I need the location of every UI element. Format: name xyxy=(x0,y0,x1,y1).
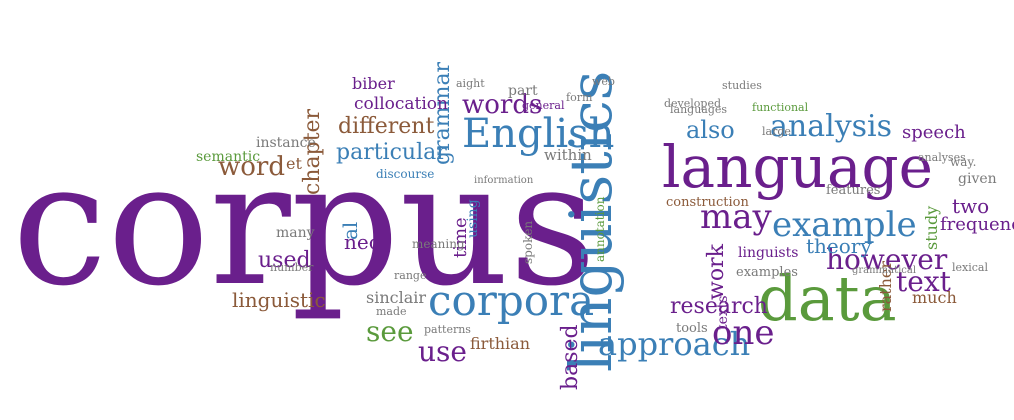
word-part: part xyxy=(508,83,538,99)
word-developed: developed xyxy=(664,97,722,110)
word-texts: texts xyxy=(715,295,731,330)
word-one: one xyxy=(712,313,775,353)
word-biber: biber xyxy=(352,74,395,93)
word-using: using xyxy=(465,199,481,238)
word-text: text xyxy=(896,265,951,298)
word-corpus: corpus xyxy=(12,126,597,324)
word-word: word xyxy=(218,152,285,182)
word-number: number xyxy=(270,261,314,274)
word-may: may xyxy=(700,197,772,237)
word-instance: instance xyxy=(256,135,316,151)
word-lexical: lexical xyxy=(952,261,988,274)
word-construction: construction xyxy=(666,195,749,210)
word-sinclair: sinclair xyxy=(366,288,427,307)
word-linguists: linguists xyxy=(738,245,799,261)
word-tools: tools xyxy=(676,321,708,336)
word-analysis: analysis xyxy=(770,109,893,144)
word-English: English xyxy=(462,111,615,157)
word-chapter: chapter xyxy=(300,108,325,195)
word-based: based xyxy=(558,324,583,390)
word-aight: aight xyxy=(456,77,485,90)
word-use: use xyxy=(418,335,467,368)
word-also: also xyxy=(686,116,735,144)
word-used: used xyxy=(258,248,311,273)
word-research: research xyxy=(670,294,768,319)
word-data: data xyxy=(758,262,897,335)
word-within: within xyxy=(544,146,592,164)
word-study: study xyxy=(922,205,941,250)
word-speech: speech xyxy=(902,122,966,143)
word-however: however xyxy=(826,243,948,276)
word-web: web xyxy=(592,75,615,88)
word-examples: examples xyxy=(736,265,798,280)
word-many: many xyxy=(276,225,315,241)
word-range: range xyxy=(394,269,427,282)
word-language: language xyxy=(662,133,933,201)
word-functional: functional xyxy=(752,101,809,114)
word-form: form xyxy=(566,91,593,104)
word-linguistic: linguistic xyxy=(232,288,326,312)
word-particular: particular xyxy=(336,140,447,165)
word-see: see xyxy=(366,315,414,348)
word-patterns: patterns xyxy=(424,323,471,336)
word-way: way. xyxy=(950,155,977,169)
word-two: two xyxy=(952,194,990,218)
word-features: features xyxy=(826,183,881,198)
word-grammatical: grammatical xyxy=(852,265,917,276)
word-studies: studies xyxy=(722,79,762,92)
word-firthian: firthian xyxy=(470,334,531,353)
word-words: words xyxy=(462,90,543,120)
word-neo: neo xyxy=(344,230,381,254)
word-languages: languages xyxy=(670,103,728,116)
word-collocation: collocation xyxy=(354,94,448,114)
word-made: made xyxy=(376,305,407,318)
word-large: large xyxy=(762,125,791,138)
word-corpora: corpora xyxy=(428,276,595,325)
word-example: example xyxy=(772,205,917,245)
word-et: et xyxy=(286,154,302,173)
word-approach: approach xyxy=(598,325,751,363)
word-work: work xyxy=(704,244,729,300)
word-theory: theory xyxy=(806,234,872,258)
word-analyses: analyses xyxy=(918,151,966,164)
word-discourse: discourse xyxy=(376,167,435,181)
word-general: general xyxy=(522,99,565,112)
word-annotation: annotation xyxy=(593,196,607,262)
word-different: different xyxy=(338,114,435,139)
word-frequency: frequency xyxy=(940,214,1014,235)
word-meaning: meaning xyxy=(412,237,465,251)
word-al: al xyxy=(338,221,362,240)
word-given: given xyxy=(958,171,997,187)
word-semantic: semantic xyxy=(196,149,261,165)
word-spoken: spoken xyxy=(521,220,535,264)
word-much: much xyxy=(912,288,957,307)
word-information: information xyxy=(474,175,534,186)
